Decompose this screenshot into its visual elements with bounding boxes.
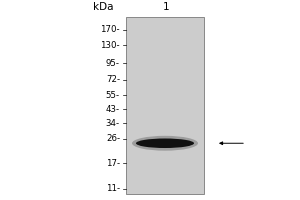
- Text: 43-: 43-: [106, 105, 120, 114]
- Text: 17-: 17-: [106, 159, 120, 168]
- Text: 170-: 170-: [100, 25, 120, 34]
- Bar: [126, 17, 204, 194]
- Text: 95-: 95-: [106, 59, 120, 68]
- Ellipse shape: [132, 136, 198, 151]
- Text: 55-: 55-: [106, 91, 120, 100]
- Ellipse shape: [136, 138, 194, 148]
- Text: 72-: 72-: [106, 75, 120, 84]
- Text: 34-: 34-: [106, 119, 120, 128]
- Text: 130-: 130-: [100, 41, 120, 50]
- Text: 26-: 26-: [106, 134, 120, 143]
- Text: 1: 1: [163, 2, 170, 12]
- Text: kDa: kDa: [94, 2, 114, 12]
- Text: 11-: 11-: [106, 184, 120, 193]
